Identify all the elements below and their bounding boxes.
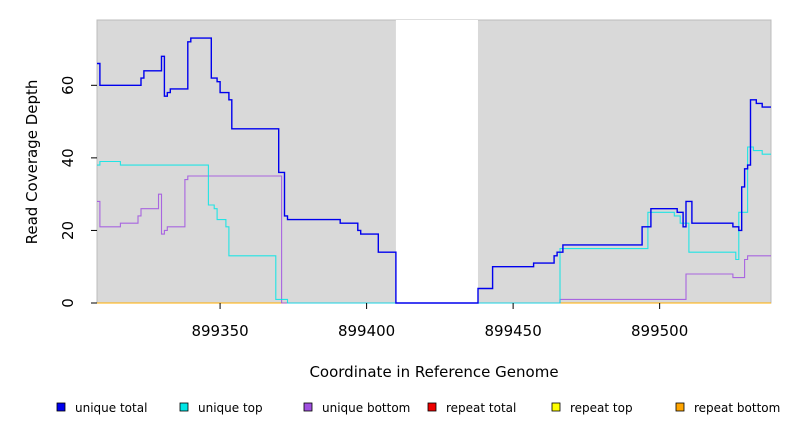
series-line-unique-top xyxy=(97,146,771,304)
y-axis-label: Read Coverage Depth xyxy=(23,80,41,245)
series-line-unique-bottom xyxy=(97,175,771,304)
x-tick-label: 899350 xyxy=(191,322,248,340)
legend-item-repeat-top: repeat top xyxy=(551,401,633,415)
legend-swatch xyxy=(179,402,189,412)
legend-label: repeat bottom xyxy=(694,401,780,415)
legend-swatch xyxy=(56,402,66,412)
legend-swatch xyxy=(427,402,437,412)
legend-item-repeat-bottom: repeat bottom xyxy=(675,401,780,415)
legend: unique total unique top unique bottom repea… xyxy=(56,401,780,415)
legend-swatch xyxy=(303,402,313,412)
y-tick-label: 60 xyxy=(59,76,77,95)
y-tick-label: 0 xyxy=(59,298,77,308)
x-tick-label: 899500 xyxy=(631,322,688,340)
series-line-unique-total xyxy=(97,37,771,304)
series-layer xyxy=(97,37,771,304)
legend-item-unique-top: unique top xyxy=(179,401,263,415)
y-tick-label: 40 xyxy=(59,148,77,167)
legend-item-unique-total: unique total xyxy=(56,401,147,415)
legend-label: unique top xyxy=(198,401,263,415)
legend-label: unique total xyxy=(75,401,147,415)
x-tick-label: 899400 xyxy=(338,322,395,340)
y-tick-label: 20 xyxy=(59,221,77,240)
x-axis-label: Coordinate in Reference Genome xyxy=(309,363,558,381)
legend-label: unique bottom xyxy=(322,401,410,415)
x-axis: 899350 899400 899450 899500 xyxy=(191,303,688,340)
legend-label: repeat total xyxy=(446,401,516,415)
legend-item-repeat-total: repeat total xyxy=(427,401,516,415)
y-axis: 0 20 40 60 xyxy=(59,76,97,308)
legend-swatch xyxy=(675,402,685,412)
legend-label: repeat top xyxy=(570,401,633,415)
legend-swatch xyxy=(551,402,561,412)
gap-region xyxy=(395,20,478,303)
x-tick-label: 899450 xyxy=(484,322,541,340)
legend-item-unique-bottom: unique bottom xyxy=(303,401,410,415)
